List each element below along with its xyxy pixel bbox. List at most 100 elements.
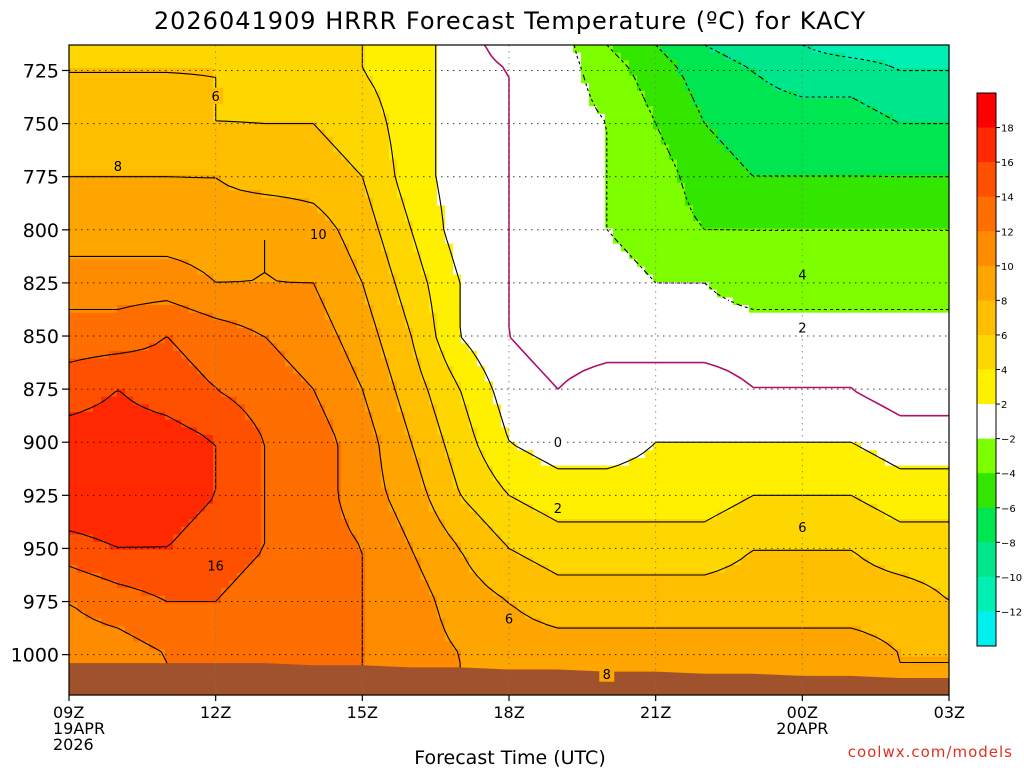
- temperature-cell: [853, 381, 862, 390]
- temperature-cell: [405, 335, 414, 344]
- temperature-cell: [605, 182, 614, 191]
- temperature-cell: [221, 60, 230, 69]
- temperature-cell: [925, 175, 934, 184]
- temperature-cell: [141, 83, 150, 92]
- temperature-cell: [213, 197, 222, 207]
- temperature-cell: [805, 197, 814, 207]
- temperature-cell: [453, 167, 462, 176]
- temperature-cell: [893, 67, 902, 77]
- temperature-cell: [701, 60, 710, 69]
- temperature-cell: [309, 45, 318, 54]
- temperature-cell: [597, 83, 606, 92]
- temperature-cell: [797, 220, 806, 230]
- temperature-cell: [485, 98, 494, 107]
- temperature-cell: [501, 327, 510, 337]
- temperature-cell: [173, 312, 182, 321]
- temperature-cell: [925, 251, 934, 260]
- temperature-cell: [205, 289, 214, 298]
- temperature-cell: [109, 327, 118, 337]
- temperature-cell: [885, 159, 894, 168]
- temperature-cell: [253, 205, 262, 214]
- temperature-cell: [741, 373, 750, 383]
- temperature-cell: [477, 136, 486, 146]
- temperature-cell: [837, 274, 846, 283]
- temperature-cell: [893, 259, 902, 268]
- temperature-cell: [445, 45, 454, 54]
- temperature-cell: [413, 60, 422, 69]
- temperature-cell: [269, 175, 278, 184]
- temperature-cell: [717, 106, 726, 115]
- temperature-cell: [653, 259, 662, 268]
- temperature-cell: [693, 182, 702, 191]
- temperature-cell: [141, 152, 150, 161]
- temperature-cell: [301, 259, 310, 268]
- temperature-cell: [717, 144, 726, 153]
- temperature-cell: [509, 289, 518, 298]
- temperature-cell: [757, 67, 766, 77]
- temperature-cell: [173, 190, 182, 199]
- temperature-cell: [917, 297, 926, 306]
- temperature-cell: [877, 45, 886, 54]
- temperature-cell: [453, 182, 462, 191]
- temperature-cell: [277, 167, 286, 176]
- temperature-cell: [421, 197, 430, 207]
- temperature-cell: [309, 60, 318, 69]
- temperature-cell: [181, 366, 190, 375]
- temperature-cell: [405, 75, 414, 84]
- temperature-cell: [365, 113, 374, 123]
- temperature-cell: [357, 305, 366, 314]
- temperature-cell: [685, 90, 694, 100]
- temperature-cell: [469, 350, 478, 360]
- temperature-cell: [237, 175, 246, 184]
- temperature-cell: [77, 327, 86, 337]
- temperature-cell: [757, 197, 766, 207]
- temperature-cell: [309, 282, 318, 291]
- temperature-cell: [69, 45, 78, 54]
- temperature-cell: [205, 259, 214, 268]
- temperature-cell: [933, 197, 942, 207]
- temperature-cell: [573, 312, 582, 321]
- temperature-cell: [717, 90, 726, 100]
- temperature-cell: [381, 327, 390, 337]
- temperature-cell: [429, 136, 438, 146]
- temperature-cell: [333, 129, 342, 138]
- temperature-cell: [157, 366, 166, 375]
- temperature-cell: [469, 358, 478, 367]
- temperature-cell: [245, 167, 254, 176]
- temperature-cell: [189, 220, 198, 230]
- temperature-cell: [685, 220, 694, 230]
- temperature-cell: [149, 343, 158, 352]
- temperature-cell: [837, 175, 846, 184]
- temperature-cell: [541, 350, 550, 360]
- temperature-cell: [125, 98, 134, 107]
- temperature-cell: [549, 90, 558, 100]
- temperature-cell: [821, 343, 830, 352]
- temperature-cell: [869, 67, 878, 77]
- temperature-cell: [477, 366, 486, 375]
- temperature-cell: [925, 90, 934, 100]
- temperature-cell: [845, 220, 854, 230]
- temperature-cell: [509, 213, 518, 222]
- temperature-cell: [77, 182, 86, 191]
- temperature-cell: [293, 327, 302, 337]
- temperature-cell: [109, 136, 118, 146]
- temperature-cell: [493, 159, 502, 168]
- temperature-cell: [725, 113, 734, 123]
- temperature-cell: [189, 106, 198, 115]
- temperature-cell: [637, 182, 646, 191]
- temperature-cell: [797, 83, 806, 92]
- temperature-cell: [821, 136, 830, 146]
- temperature-cell: [669, 289, 678, 298]
- temperature-cell: [741, 152, 750, 161]
- temperature-cell: [293, 282, 302, 291]
- temperature-cell: [749, 343, 758, 352]
- temperature-cell: [229, 350, 238, 360]
- temperature-cell: [813, 335, 822, 344]
- temperature-cell: [925, 113, 934, 123]
- temperature-cell: [693, 197, 702, 207]
- temperature-cell: [933, 159, 942, 168]
- temperature-cell: [845, 327, 854, 337]
- temperature-cell: [821, 45, 830, 54]
- temperature-cell: [565, 289, 574, 298]
- temperature-cell: [557, 320, 566, 329]
